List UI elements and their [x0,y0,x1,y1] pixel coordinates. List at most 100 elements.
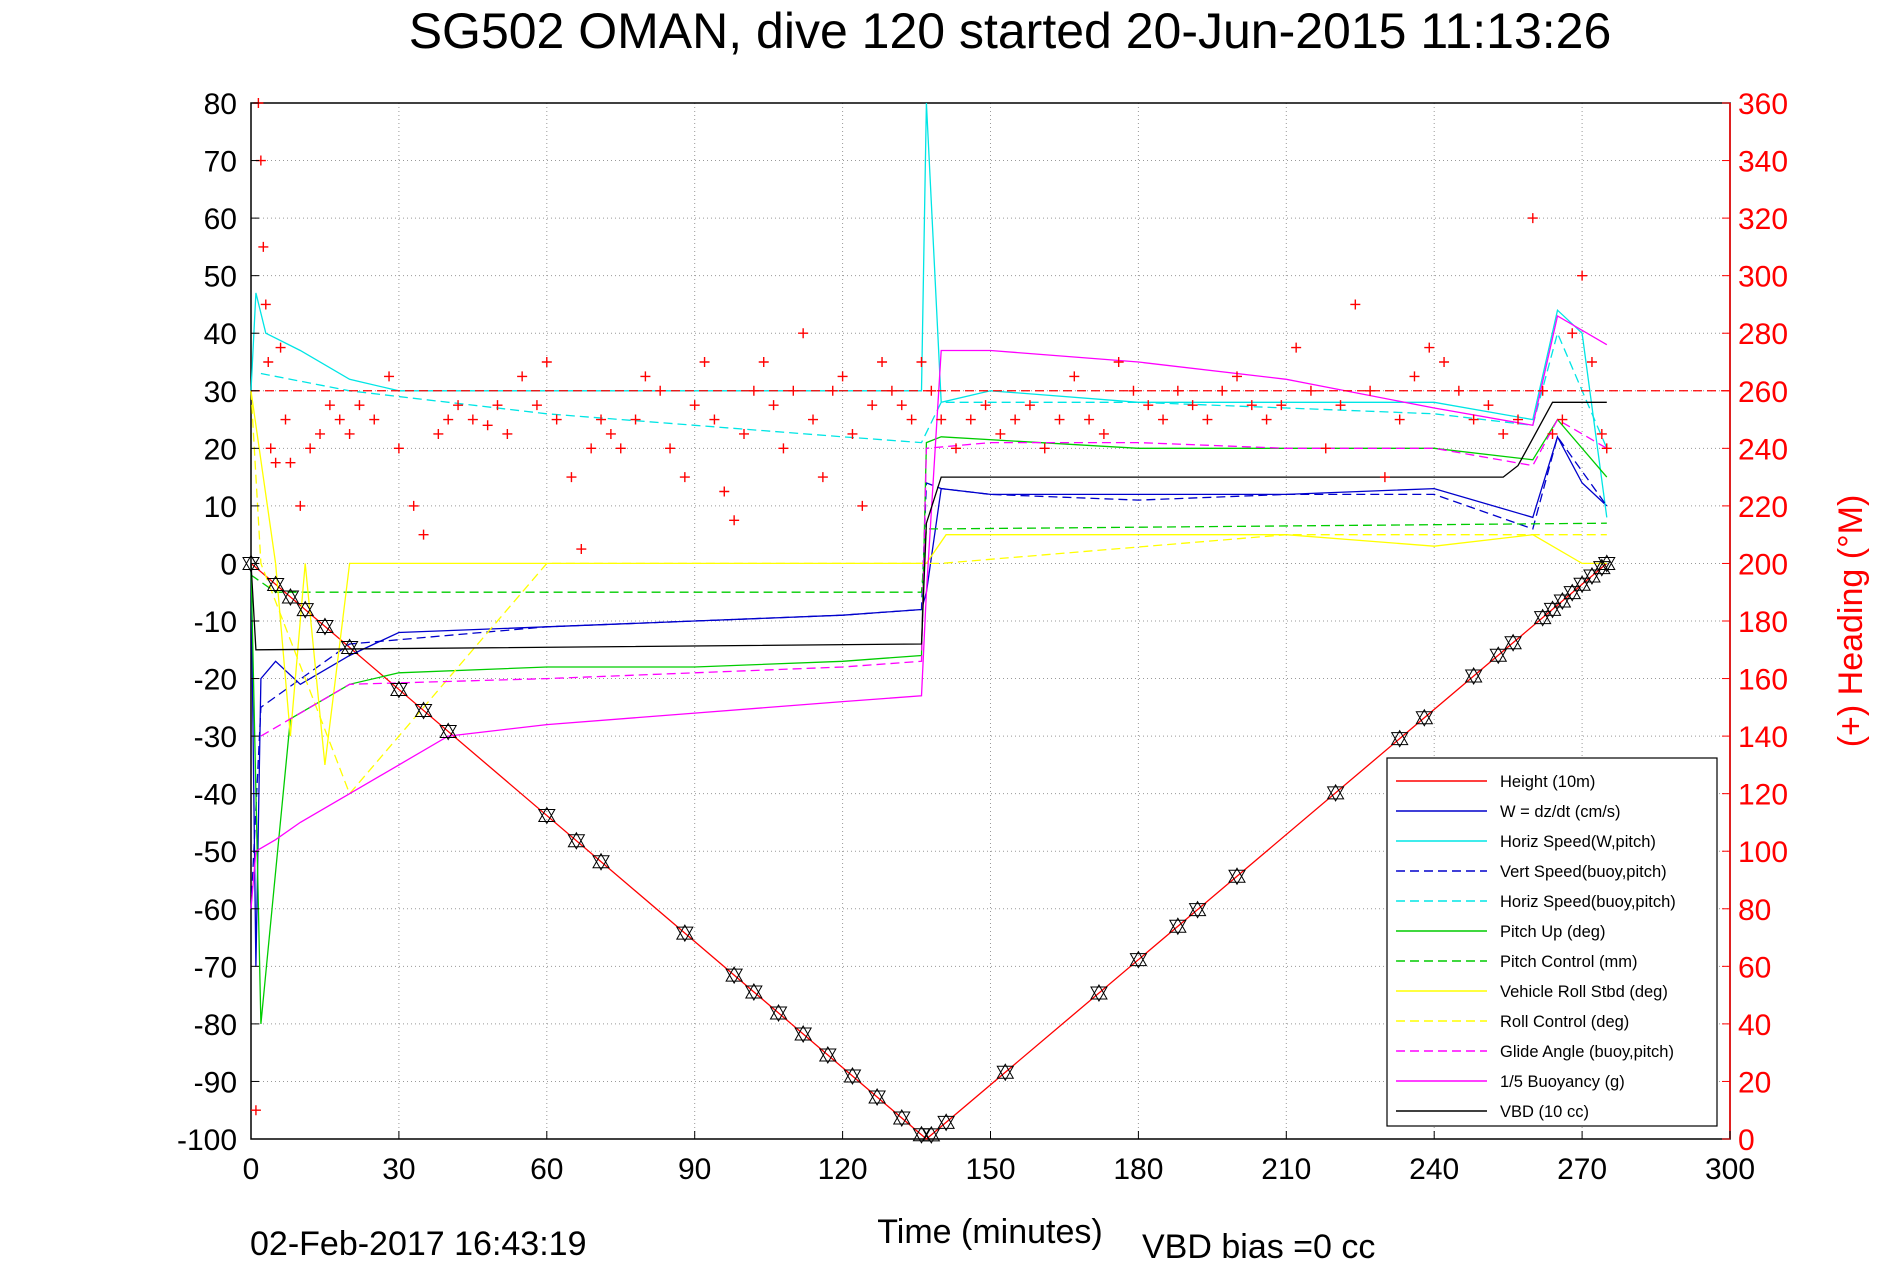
heading-point [605,428,616,439]
height-marker [1228,867,1246,886]
x-ticks: 0 30 60 90 120 150 180 210 240 270 300 [243,1131,1755,1186]
height-marker [922,1125,941,1144]
y-tick-label: -50 [194,836,237,869]
heading-point [1261,414,1272,425]
series-layer [250,102,1608,1140]
heading-point [630,414,641,425]
height-marker [1129,950,1148,969]
height-marker [996,1063,1015,1082]
heading-point [1291,342,1302,353]
height-marker [1592,558,1611,577]
x-tick-label: 150 [965,1153,1015,1186]
y-tick-label: 80 [204,88,237,121]
heading-point [1513,414,1524,425]
heading-point [857,500,868,511]
y-tick-label: 60 [204,203,237,236]
y-tick-label: -90 [194,1066,237,1099]
heading-point [758,357,769,367]
heading-point [1113,357,1124,367]
heading-point [1537,385,1548,396]
heading-point [453,400,464,411]
heading-point [482,420,493,431]
series-line-0 [250,562,1608,1140]
heading-point [408,500,419,511]
heading-point [995,428,1006,439]
heading-point [1010,414,1021,425]
y-right-tick-label: 120 [1738,779,1788,812]
legend-label: Pitch Up (deg) [1500,923,1605,941]
height-marker [567,831,586,850]
series-line-7 [250,390,1607,765]
heading-point [877,357,888,367]
y-ticks: 80 70 60 50 40 30 20 10 0 -10 -20 -30 -40 -50 -60 -70 -8… [177,88,259,1157]
heading-point [566,472,577,483]
height-marker [818,1045,837,1064]
heading-point [295,500,306,511]
heading-point [576,544,587,555]
x-axis-label: Time (minutes) [877,1213,1102,1251]
series-line-10 [250,314,1608,909]
footer-date: 02-Feb-2017 16:43:19 [250,1225,586,1262]
heading-point [1586,357,1597,367]
heading-point [1350,299,1361,310]
legend-label: Horiz Speed(buoy,pitch) [1500,893,1676,911]
heading-point [778,443,789,454]
heading-point [1320,443,1331,454]
y-right-tick-label: 60 [1738,951,1771,984]
heading-point [384,371,395,382]
y-right-tick-label: 0 [1738,1124,1755,1157]
y-tick-label: 0 [220,548,237,581]
x-tick-label: 210 [1261,1153,1311,1186]
heading-point [541,357,552,367]
height-marker [266,575,285,594]
y-right-tick-label: 320 [1738,203,1788,236]
legend-label: Vert Speed(buoy,pitch) [1500,863,1667,881]
height-marker [1563,583,1582,602]
height-marker [296,600,315,619]
y-right-tick-label: 340 [1738,146,1788,179]
heading-point [867,400,878,411]
x-tick-label: 0 [243,1153,260,1186]
height-marker [868,1087,886,1106]
height-marker [675,924,694,943]
height-marker [1489,646,1508,665]
x-tick-label: 30 [382,1153,415,1186]
series-line-8 [250,390,1607,795]
height-marker [1326,783,1345,802]
chart-title: SG502 OMAN, dive 120 started 20-Jun-2015… [409,3,1612,59]
heading-point [719,486,730,497]
series-line-3 [250,435,1608,909]
height-marker [1464,667,1483,686]
y-right-tick-label: 220 [1738,491,1788,524]
heading-point [1202,414,1213,425]
y-right-tick-label: 300 [1738,261,1788,294]
y-right-tick-label: 260 [1738,376,1788,409]
height-marker [1597,554,1616,573]
y-tick-label: 10 [204,491,237,524]
heading-point [443,414,454,425]
heading-point [1468,414,1479,425]
heading-point [1172,385,1183,396]
heading-point [334,414,345,425]
heading-point [798,328,809,339]
heading-point [1054,414,1065,425]
y-right-tick-label: 140 [1738,721,1788,754]
height-marker [1583,566,1601,585]
heading-point [886,385,897,396]
heading-point [418,529,429,540]
heading-point [1379,472,1390,483]
height-marker [242,554,260,573]
heading-point [354,400,365,411]
x-tick-label: 240 [1409,1153,1459,1186]
heading-layer [250,98,1730,1116]
height-marker [1390,729,1409,748]
height-marker [592,852,610,871]
heading-point [980,400,991,411]
heading-point [492,400,503,411]
heading-point [699,357,710,367]
height-marker [414,701,433,720]
heading-point [827,385,838,396]
height-marker-layer [242,554,1616,1144]
y-right-tick-label: 40 [1738,1009,1771,1042]
heading-point [950,443,961,454]
